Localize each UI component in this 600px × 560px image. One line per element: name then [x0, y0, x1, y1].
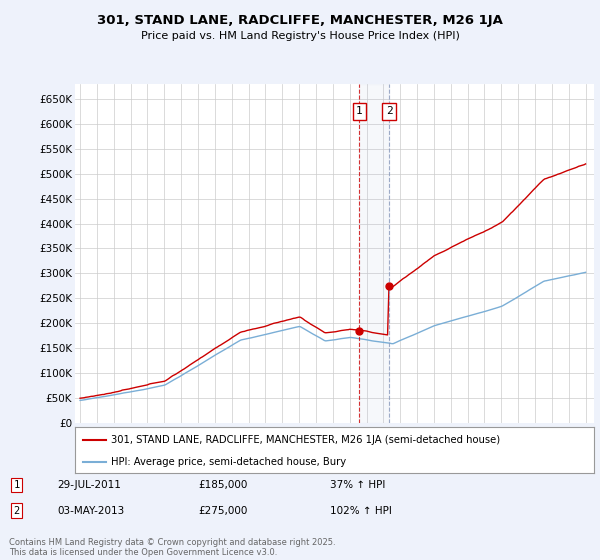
Bar — [359, 84, 389, 423]
Text: 2: 2 — [14, 506, 20, 516]
Text: £275,000: £275,000 — [198, 506, 247, 516]
Text: 37% ↑ HPI: 37% ↑ HPI — [330, 480, 385, 490]
Text: 2: 2 — [386, 106, 392, 116]
Text: 301, STAND LANE, RADCLIFFE, MANCHESTER, M26 1JA (semi-detached house): 301, STAND LANE, RADCLIFFE, MANCHESTER, … — [112, 435, 500, 445]
Text: 29-JUL-2011: 29-JUL-2011 — [57, 480, 121, 490]
Text: 1: 1 — [14, 480, 20, 490]
Text: 1: 1 — [356, 106, 362, 116]
Text: 102% ↑ HPI: 102% ↑ HPI — [330, 506, 392, 516]
Text: HPI: Average price, semi-detached house, Bury: HPI: Average price, semi-detached house,… — [112, 457, 346, 467]
Text: 03-MAY-2013: 03-MAY-2013 — [57, 506, 124, 516]
Text: £185,000: £185,000 — [198, 480, 247, 490]
Text: Contains HM Land Registry data © Crown copyright and database right 2025.
This d: Contains HM Land Registry data © Crown c… — [9, 538, 335, 557]
Text: Price paid vs. HM Land Registry's House Price Index (HPI): Price paid vs. HM Land Registry's House … — [140, 31, 460, 41]
Text: 301, STAND LANE, RADCLIFFE, MANCHESTER, M26 1JA: 301, STAND LANE, RADCLIFFE, MANCHESTER, … — [97, 14, 503, 27]
